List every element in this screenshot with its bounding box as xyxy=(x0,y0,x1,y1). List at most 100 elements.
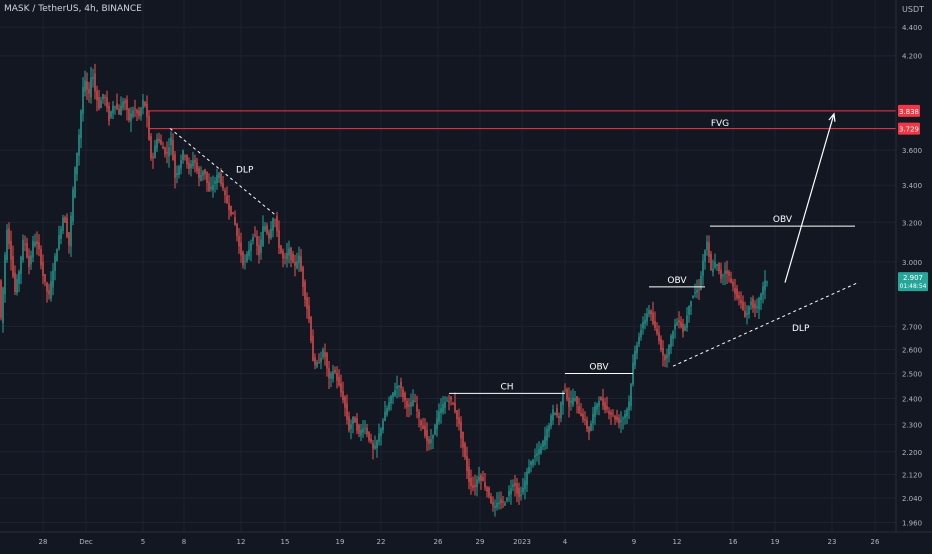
candle-body xyxy=(160,139,162,145)
candle-body xyxy=(214,181,216,184)
x-tick-label: 8 xyxy=(182,538,186,546)
candle-body xyxy=(320,357,322,363)
x-tick-label: Dec xyxy=(79,538,93,546)
candle-body xyxy=(652,312,654,324)
x-tick-label: 9 xyxy=(632,538,636,546)
candle-body xyxy=(728,271,730,276)
candle-body xyxy=(34,241,36,247)
candle-body xyxy=(394,390,396,396)
candle-body xyxy=(570,400,572,403)
candle-body xyxy=(340,383,342,393)
candle-body xyxy=(644,319,646,324)
candle-body xyxy=(696,290,698,293)
target-arrow-head xyxy=(828,112,836,122)
candle-body xyxy=(392,392,394,398)
candle-body xyxy=(562,391,564,406)
zone-price-tag xyxy=(898,122,920,135)
candle-body xyxy=(700,275,702,290)
candle-body xyxy=(692,295,694,298)
candle-body xyxy=(204,169,206,175)
candle-body xyxy=(734,287,736,294)
candle-body xyxy=(250,243,252,251)
candle-body xyxy=(316,362,318,367)
candle-body xyxy=(460,421,462,439)
time-axis: 28 Dec 5 8 12 15 19 22 26 29 2023 4 9 12 16 19 23 26 xyxy=(0,531,932,546)
candle-body xyxy=(4,254,6,295)
candle-body xyxy=(434,424,436,436)
candle-body xyxy=(628,401,630,411)
candle-body xyxy=(750,301,752,305)
candle-body xyxy=(622,418,624,420)
annotations: FVG DLP CH OBV OBV OBV DLP xyxy=(148,110,896,394)
candle-body xyxy=(202,170,204,176)
candle-body xyxy=(308,305,310,320)
candle-body xyxy=(174,154,176,179)
candle-body xyxy=(514,482,516,487)
candle-body xyxy=(422,425,424,429)
candle-body xyxy=(310,317,312,342)
candle-body xyxy=(192,160,194,167)
candle-body xyxy=(476,479,478,488)
candle-body xyxy=(286,252,288,260)
candle-body xyxy=(440,408,442,414)
candle-body xyxy=(448,401,450,403)
candle-body xyxy=(712,269,714,273)
candle-body xyxy=(682,323,684,333)
candle-body xyxy=(284,256,286,258)
candle-body xyxy=(542,440,544,447)
candle-body xyxy=(8,228,10,244)
candle-body xyxy=(142,99,144,109)
candle-body xyxy=(480,475,482,481)
candle-body xyxy=(586,420,588,429)
candle-body xyxy=(558,415,560,419)
candle-body xyxy=(612,413,614,415)
candle-body xyxy=(616,416,618,420)
candle-body xyxy=(292,253,294,263)
candle-body xyxy=(216,175,218,184)
candle-body xyxy=(536,453,538,456)
candle-body xyxy=(218,172,220,179)
candle-body xyxy=(6,229,8,261)
candle-body xyxy=(110,111,112,118)
candle-body xyxy=(196,162,198,172)
candle-body xyxy=(304,281,306,300)
y-tick-label: 2.700 xyxy=(902,323,922,331)
candle-body xyxy=(24,243,26,245)
candle-body xyxy=(744,310,746,318)
candle-body xyxy=(282,250,284,259)
candle-body xyxy=(166,151,168,154)
candle-body xyxy=(572,397,574,405)
candle-body xyxy=(200,174,202,181)
candle-body xyxy=(256,236,258,247)
candle-body xyxy=(334,369,336,373)
candle-body xyxy=(660,339,662,350)
candle-body xyxy=(596,403,598,410)
candle-body xyxy=(614,416,616,420)
current-price-tag xyxy=(898,272,928,292)
candle-body xyxy=(748,305,750,315)
candle-body xyxy=(296,261,298,268)
candle-body xyxy=(236,223,238,236)
candle-body xyxy=(406,400,408,408)
candle-body xyxy=(172,139,174,160)
candle-body xyxy=(376,440,378,449)
candle-body xyxy=(244,260,246,262)
candle-body xyxy=(560,402,562,419)
candle-body xyxy=(190,163,192,169)
candle-body xyxy=(530,460,532,466)
candle-body xyxy=(578,406,580,414)
candle-body xyxy=(70,215,72,247)
candle-body xyxy=(64,217,66,223)
candle-body xyxy=(464,443,466,458)
candle-body xyxy=(388,402,390,410)
candle-body xyxy=(386,408,388,415)
y-tick-label: 1.960 xyxy=(902,520,922,528)
candle-body xyxy=(90,77,92,98)
candle-body xyxy=(270,228,272,238)
candle-body xyxy=(520,495,522,497)
candle-body xyxy=(102,94,104,100)
candle-body xyxy=(604,402,606,410)
candle-body xyxy=(508,490,510,497)
